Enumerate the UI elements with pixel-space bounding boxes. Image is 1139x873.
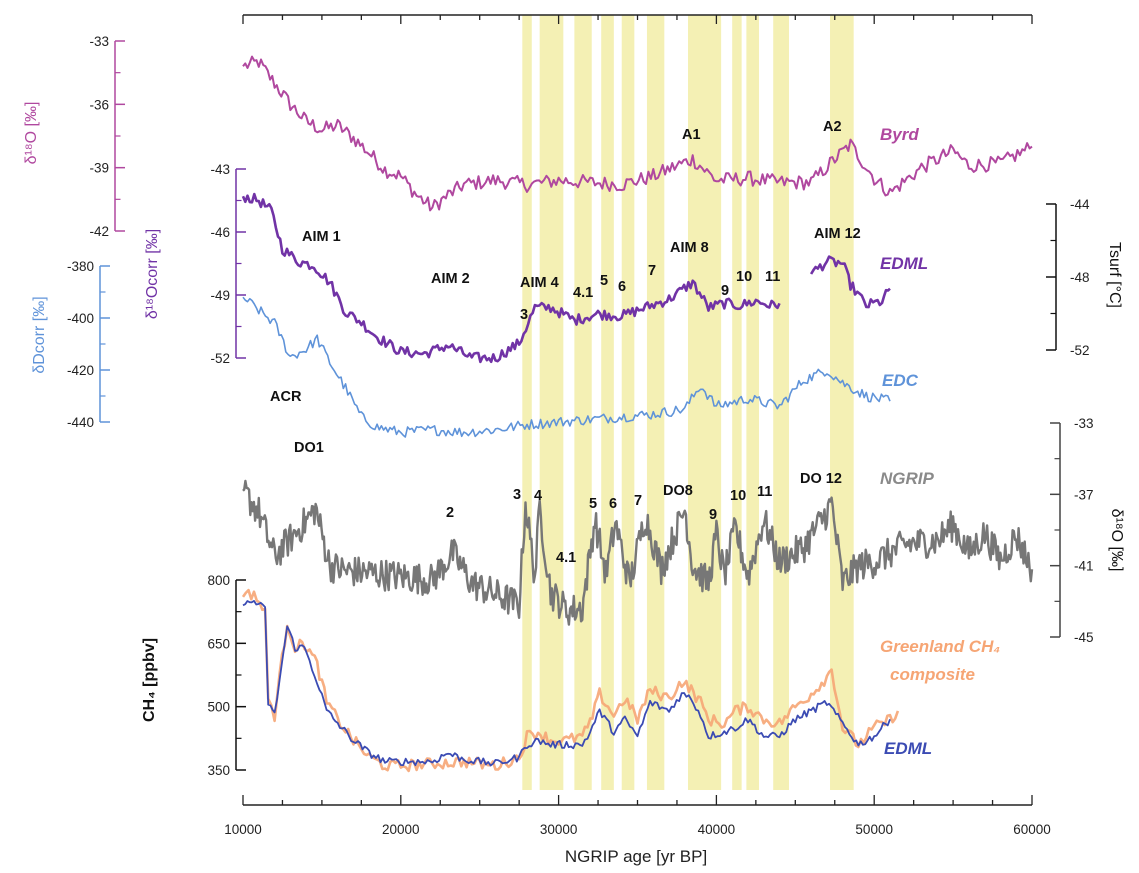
annotation-aim1: AIM 1 xyxy=(302,229,341,245)
y-tick-label-byrd: -39 xyxy=(89,161,109,176)
x-tick-label: 50000 xyxy=(855,822,893,837)
y-tick-label-edc: -440 xyxy=(67,415,94,430)
interstadial-band xyxy=(621,15,635,790)
annotation-aim6: 6 xyxy=(618,279,626,295)
series-line-edml xyxy=(242,600,891,767)
annotation-do6: 6 xyxy=(609,496,617,512)
curves xyxy=(241,55,1034,773)
x-tick-label: 20000 xyxy=(382,822,420,837)
annotation-aim7: 7 xyxy=(648,263,656,279)
annotation-aim5: 5 xyxy=(600,273,608,289)
y-tick-label-ch4: 500 xyxy=(207,700,230,715)
annotation-aim11: 11 xyxy=(765,269,780,285)
annotation-do2: 2 xyxy=(446,505,454,521)
interstadial-bands xyxy=(522,15,854,790)
record-label-greenland-composite: composite xyxy=(890,665,975,684)
axis-title-tsurf: Tsurf [°C] xyxy=(1106,242,1123,308)
record-label-edml: EDML xyxy=(880,254,928,273)
axis-title-byrd: δ¹⁸O [‰] xyxy=(23,102,40,165)
interstadial-band xyxy=(687,15,722,790)
y-tick-label-edc: -420 xyxy=(67,363,94,378)
x-tick-label: 30000 xyxy=(540,822,578,837)
record-label-edc: EDC xyxy=(882,371,919,390)
annotation-do8: DO8 xyxy=(663,483,693,499)
series-line-edc xyxy=(242,296,891,438)
annotation-do4: 4 xyxy=(534,488,542,504)
annotation-do10: 10 xyxy=(730,488,746,504)
y-tick-label-byrd: -42 xyxy=(89,224,109,239)
interstadial-band xyxy=(773,15,789,790)
y-tick-label-ngrip: -37 xyxy=(1074,487,1094,502)
annotation-a1: A1 xyxy=(682,127,701,143)
y-tick-label-byrd: -36 xyxy=(89,97,109,112)
y-tick-label-edc: -380 xyxy=(67,259,94,274)
annotation-acr: ACR xyxy=(270,389,302,405)
y-tick-label-ngrip: -33 xyxy=(1074,416,1094,431)
series-line-byrd xyxy=(242,55,1033,212)
annotation-aim12: AIM 12 xyxy=(814,226,861,242)
y-tick-label-ngrip: -41 xyxy=(1074,559,1094,574)
y-tick-label-edc: -400 xyxy=(67,311,94,326)
annotation-do7: 7 xyxy=(634,493,642,509)
y-tick-label-ngrip: -45 xyxy=(1074,630,1094,645)
annotation-aim3: 3 xyxy=(520,307,528,323)
record-label-edml-ch4: EDML xyxy=(884,739,932,758)
y-tick-label-tsurf: -52 xyxy=(1070,343,1090,358)
y-tick-label-edml: -43 xyxy=(210,162,230,177)
y-tick-label-ch4: 650 xyxy=(207,636,230,651)
y-tick-label-byrd: -33 xyxy=(89,34,109,49)
annotation-a2: A2 xyxy=(823,119,842,135)
interstadial-band xyxy=(574,15,592,790)
annotation-do11: 11 xyxy=(757,484,772,500)
interstadial-band xyxy=(646,15,665,790)
axis-title-edml: δ¹⁸Ocorr [‰] xyxy=(144,229,161,319)
y-tick-label-tsurf: -44 xyxy=(1070,197,1090,212)
annotation-aim2: AIM 2 xyxy=(431,271,470,287)
y-tick-label-ch4: 800 xyxy=(207,573,230,588)
y-tick-label-edml: -46 xyxy=(210,225,230,240)
x-tick-label: 40000 xyxy=(698,822,736,837)
y-tick-label-ch4: 350 xyxy=(207,763,230,778)
annotation-aim4: AIM 4 xyxy=(520,275,559,291)
interstadial-band xyxy=(539,15,564,790)
axis-title-edc: δDcorr [‰] xyxy=(31,296,48,373)
record-label-ngrip: NGRIP xyxy=(880,469,935,488)
series-line-edml xyxy=(241,192,781,364)
annotation-aim4-1: 4.1 xyxy=(573,285,593,301)
axis-title-ch4: CH₄ [ppbv] xyxy=(141,638,158,722)
annotation-do5: 5 xyxy=(589,496,597,512)
annotation-do12: DO 12 xyxy=(800,471,842,487)
interstadial-band xyxy=(601,15,614,790)
x-axis-title: NGRIP age [yr BP] xyxy=(565,847,707,866)
record-label-byrd: Byrd xyxy=(880,125,919,144)
annotation-aim8: AIM 8 xyxy=(670,240,709,256)
interstadial-band xyxy=(830,15,854,790)
x-tick-label: 10000 xyxy=(224,822,262,837)
labels: Byrd EDML EDC NGRIP Greenland CH₄ compos… xyxy=(23,102,1125,866)
record-label-greenland-ch4: Greenland CH₄ xyxy=(880,637,1000,656)
y-tick-label-edml: -52 xyxy=(210,351,230,366)
y-tick-label-edml: -49 xyxy=(210,288,230,303)
annotation-aim10: 10 xyxy=(736,269,752,285)
annotation-aim9: 9 xyxy=(721,283,729,299)
annotation-do4-1: 4.1 xyxy=(556,550,576,566)
series-line-edml xyxy=(809,255,891,309)
annotation-do1: DO1 xyxy=(294,440,324,456)
axes: 10000 20000 30000 40000 50000 60000 -33 -36 -39 -… xyxy=(67,14,1094,837)
annotation-do9: 9 xyxy=(709,507,717,523)
axis-title-ngrip: δ¹⁸O [‰] xyxy=(1108,509,1125,572)
annotation-do3: 3 xyxy=(513,487,521,503)
interstadial-band xyxy=(522,15,532,790)
series-line-ngrip xyxy=(242,479,1034,626)
y-tick-label-tsurf: -48 xyxy=(1070,270,1090,285)
x-tick-label: 60000 xyxy=(1013,822,1051,837)
